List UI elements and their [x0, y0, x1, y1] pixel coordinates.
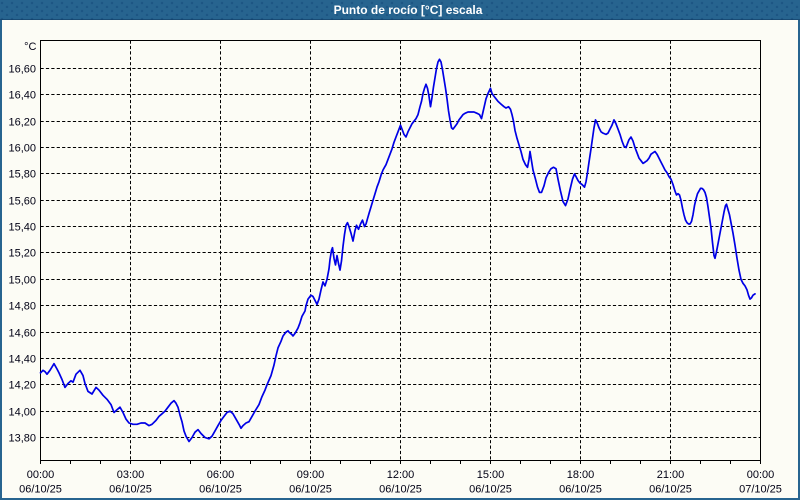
x-tick-date: 06/10/25 — [649, 484, 692, 496]
y-tick-label: 13,80 — [8, 433, 36, 445]
y-tick-label: 15,20 — [8, 248, 36, 260]
x-tick-time: 21:00 — [657, 469, 685, 481]
y-tick-label: 14,40 — [8, 354, 36, 366]
data-series — [39, 58, 756, 443]
x-tick-date: 07/10/25 — [739, 484, 782, 496]
x-tick-date: 06/10/25 — [289, 484, 332, 496]
dew-point-line — [39, 58, 756, 443]
x-tick-time: 09:00 — [297, 469, 325, 481]
chart-title: Punto de rocío [°C] escala — [333, 2, 483, 17]
axis-labels: 13,80 14,00 14,20 14,40 14,60 14,80 15,00 15,20… — [8, 41, 781, 496]
x-tick-time: 15:00 — [477, 469, 505, 481]
x-tick-time: 00:00 — [747, 469, 775, 481]
gridlines — [40, 40, 761, 461]
y-tick-label: 14,00 — [8, 407, 36, 419]
x-tick-time: 03:00 — [117, 469, 145, 481]
y-tick-label: 16,40 — [8, 90, 36, 102]
y-tick-label: 14,20 — [8, 380, 36, 392]
x-tick-time: 06:00 — [207, 469, 235, 481]
axes — [40, 40, 761, 464]
y-tick-label: 15,80 — [8, 169, 36, 181]
x-tick-date: 06/10/25 — [19, 484, 62, 496]
x-tick-date: 06/10/25 — [469, 484, 512, 496]
title-bar: Punto de rocío [°C] escala — [0, 0, 800, 20]
x-tick-time: 12:00 — [387, 469, 415, 481]
x-tick-date: 06/10/25 — [379, 484, 422, 496]
y-tick-label: 15,00 — [8, 275, 36, 287]
y-tick-label: 14,60 — [8, 328, 36, 340]
x-tick-date: 06/10/25 — [559, 484, 602, 496]
y-axis-unit: °C — [24, 41, 36, 53]
y-tick-label: 15,60 — [8, 196, 36, 208]
y-tick-label: 16,20 — [8, 117, 36, 129]
x-tick-date: 06/10/25 — [199, 484, 242, 496]
x-tick-time: 18:00 — [567, 469, 595, 481]
y-tick-label: 16,60 — [8, 64, 36, 76]
x-tick-date: 06/10/25 — [109, 484, 152, 496]
y-tick-label: 16,00 — [8, 143, 36, 155]
y-tick-label: 15,40 — [8, 222, 36, 234]
x-tick-time: 00:00 — [27, 469, 55, 481]
y-tick-label: 14,80 — [8, 301, 36, 313]
